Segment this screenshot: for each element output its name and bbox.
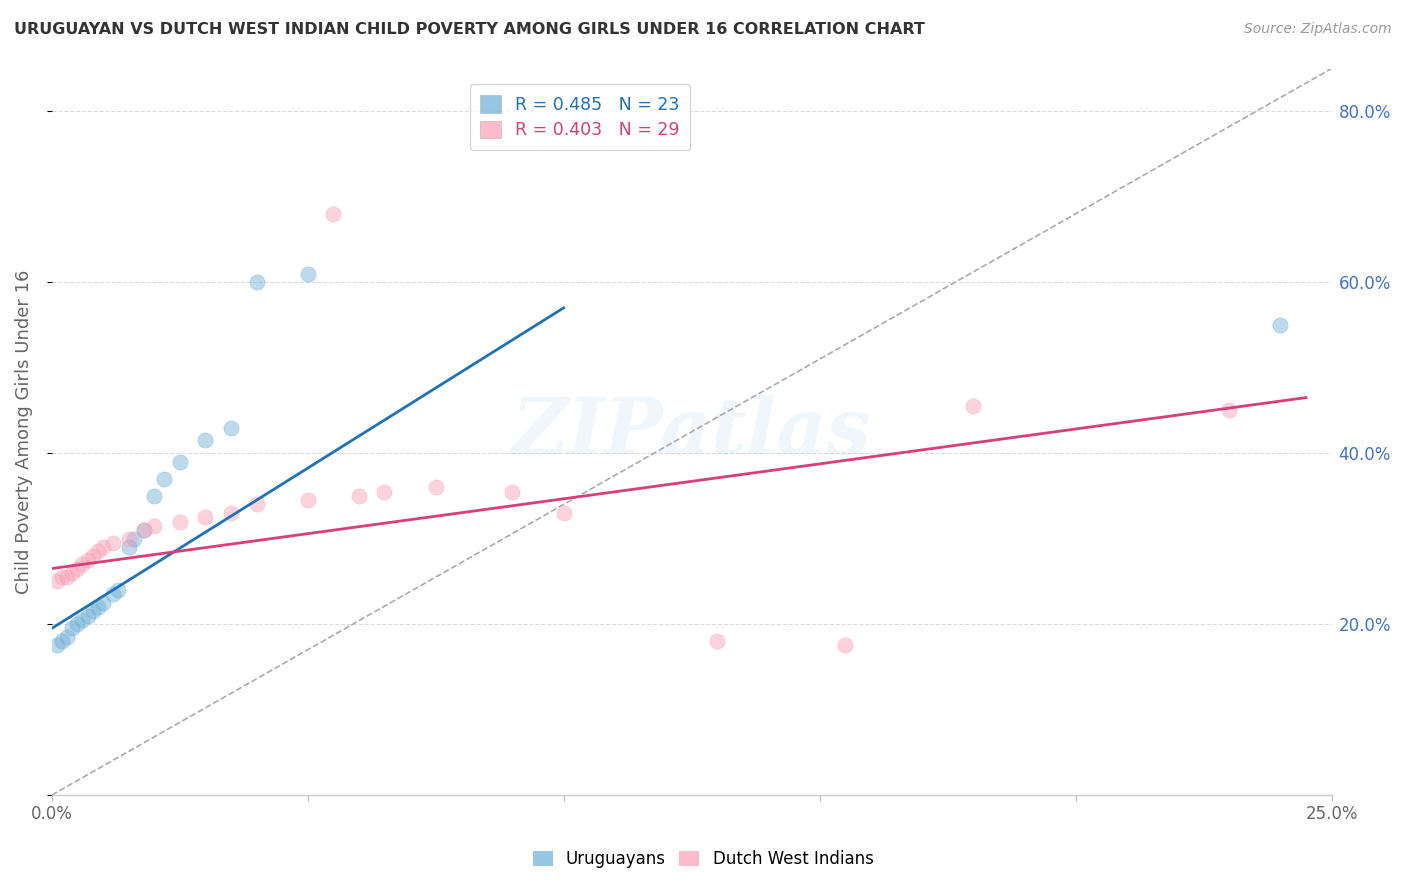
- Legend: R = 0.485   N = 23, R = 0.403   N = 29: R = 0.485 N = 23, R = 0.403 N = 29: [470, 85, 690, 150]
- Text: Source: ZipAtlas.com: Source: ZipAtlas.com: [1244, 22, 1392, 37]
- Point: [117, 540, 139, 554]
- Point: [245, 498, 267, 512]
- Point: [132, 523, 155, 537]
- Point: [76, 553, 98, 567]
- Point: [169, 515, 191, 529]
- Point: [347, 489, 370, 503]
- Point: [706, 634, 728, 648]
- Point: [962, 399, 984, 413]
- Point: [51, 634, 73, 648]
- Point: [107, 582, 129, 597]
- Point: [101, 587, 124, 601]
- Point: [122, 532, 145, 546]
- Point: [501, 484, 523, 499]
- Point: [66, 617, 89, 632]
- Point: [91, 596, 114, 610]
- Point: [60, 621, 83, 635]
- Point: [72, 558, 94, 572]
- Point: [56, 570, 79, 584]
- Point: [45, 639, 67, 653]
- Point: [1218, 403, 1240, 417]
- Point: [143, 489, 166, 503]
- Point: [373, 484, 395, 499]
- Point: [834, 639, 856, 653]
- Point: [87, 544, 110, 558]
- Point: [60, 566, 83, 580]
- Point: [219, 420, 242, 434]
- Point: [153, 472, 176, 486]
- Point: [194, 510, 217, 524]
- Text: ZIPatlas: ZIPatlas: [512, 393, 872, 470]
- Point: [51, 570, 73, 584]
- Point: [101, 536, 124, 550]
- Point: [1270, 318, 1292, 332]
- Point: [143, 518, 166, 533]
- Y-axis label: Child Poverty Among Girls Under 16: Child Poverty Among Girls Under 16: [15, 269, 32, 594]
- Point: [132, 523, 155, 537]
- Point: [117, 532, 139, 546]
- Point: [169, 455, 191, 469]
- Point: [82, 549, 104, 563]
- Point: [87, 600, 110, 615]
- Point: [56, 630, 79, 644]
- Point: [297, 493, 319, 508]
- Point: [66, 561, 89, 575]
- Point: [553, 506, 575, 520]
- Point: [72, 613, 94, 627]
- Point: [76, 608, 98, 623]
- Point: [91, 540, 114, 554]
- Legend: Uruguayans, Dutch West Indians: Uruguayans, Dutch West Indians: [526, 844, 880, 875]
- Point: [425, 480, 447, 494]
- Point: [297, 267, 319, 281]
- Point: [45, 574, 67, 589]
- Point: [322, 207, 344, 221]
- Text: URUGUAYAN VS DUTCH WEST INDIAN CHILD POVERTY AMONG GIRLS UNDER 16 CORRELATION CH: URUGUAYAN VS DUTCH WEST INDIAN CHILD POV…: [14, 22, 925, 37]
- Point: [194, 434, 217, 448]
- Point: [82, 604, 104, 618]
- Point: [219, 506, 242, 520]
- Point: [245, 275, 267, 289]
